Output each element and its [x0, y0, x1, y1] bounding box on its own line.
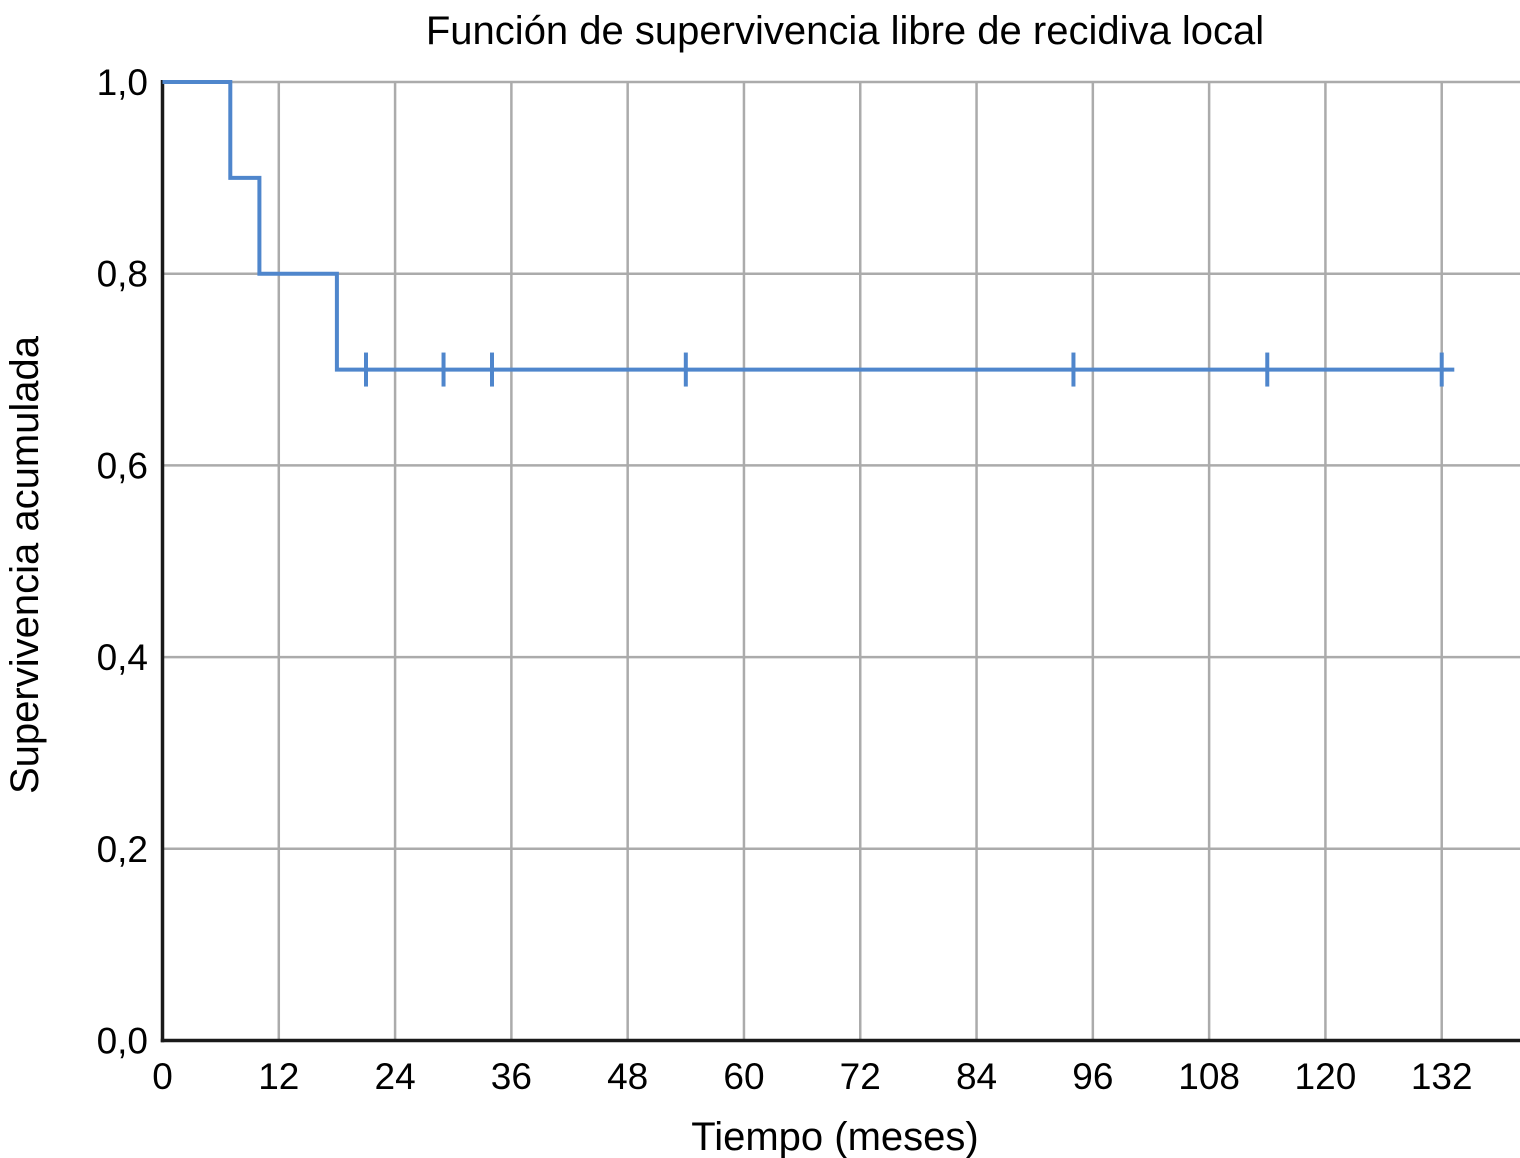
x-tick-label: 84: [956, 1056, 997, 1097]
survival-step-curve: [162, 80, 1455, 372]
x-tick-label: 120: [1295, 1056, 1357, 1097]
y-tick-label: 0,6: [97, 445, 148, 486]
gridlines-layer: [162, 80, 1520, 1041]
x-tick-labels: 0 12 24 36 48 60 72 84 96 108 120 132: [152, 1056, 1472, 1097]
survival-curve-layer: [162, 80, 1455, 372]
x-tick-label: 24: [375, 1056, 416, 1097]
x-tick-label: 108: [1178, 1056, 1240, 1097]
x-tick-label: 60: [723, 1056, 764, 1097]
x-tick-label: 0: [152, 1056, 173, 1097]
x-axis-label: Tiempo (meses): [691, 1115, 978, 1158]
y-tick-label: 0,4: [97, 637, 148, 678]
y-tick-label: 0,0: [97, 1021, 148, 1062]
y-axis-label: Supervivencia acumulada: [3, 335, 47, 794]
chart-title: Función de supervivencia libre de recidi…: [426, 9, 1264, 53]
y-tick-label: 0,2: [97, 829, 148, 870]
x-tick-label: 96: [1072, 1056, 1113, 1097]
y-tick-label: 1,0: [97, 62, 148, 103]
censored-marks-layer: [364, 352, 1444, 387]
axes-layer: [160, 80, 1520, 1043]
y-tick-label: 0,8: [97, 254, 148, 295]
x-tick-label: 72: [840, 1056, 881, 1097]
x-tick-label: 48: [607, 1056, 648, 1097]
x-tick-label: 36: [491, 1056, 532, 1097]
x-tick-label: 12: [258, 1056, 299, 1097]
x-tick-label: 132: [1411, 1056, 1473, 1097]
y-tick-labels: 0,0 0,2 0,4 0,6 0,8 1,0: [97, 62, 148, 1062]
